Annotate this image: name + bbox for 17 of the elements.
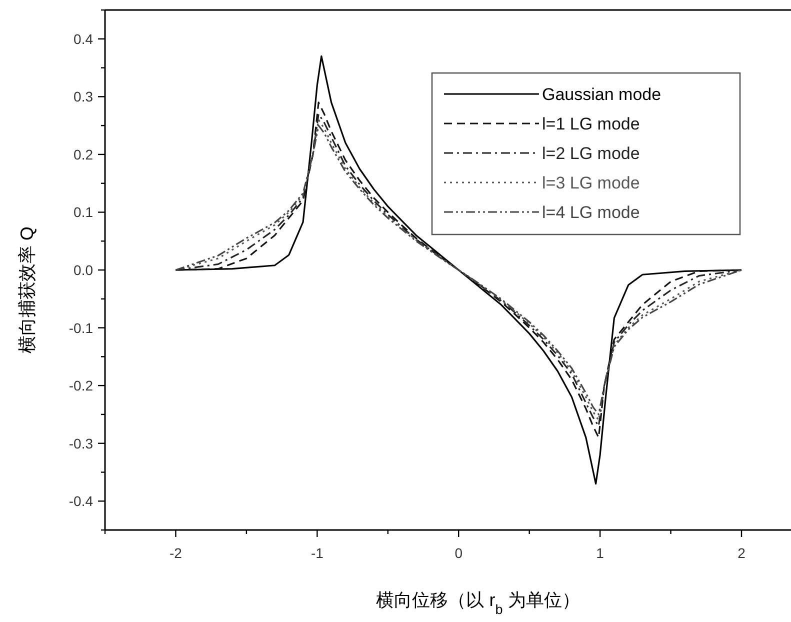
x-axis-title: 横向位移（以 r$_{b}$ 为单位） — [376, 590, 580, 616]
x-tick-label: 1 — [596, 545, 604, 561]
x-tick-label: -2 — [169, 545, 182, 561]
y-tick-label: 0.0 — [74, 262, 94, 278]
x-tick-label: 0 — [454, 545, 463, 561]
x-tick-label: 2 — [738, 545, 746, 561]
y-axis-title: 横向捕获效率 Q — [17, 226, 37, 354]
y-tick-label: 0.4 — [74, 30, 94, 47]
y-tick-label: -0.4 — [68, 493, 94, 510]
y-tick-label: -0.3 — [68, 435, 94, 452]
y-tick-label: 0.3 — [74, 88, 94, 105]
y-tick-label: 0.1 — [74, 204, 94, 220]
x-tick-label: -1 — [310, 545, 324, 561]
y-tick-label: -0.2 — [68, 378, 94, 394]
y-tick-label: -0.1 — [68, 320, 94, 336]
legend: Gaussian mode l=1 LG mode l=2 LG mode l=3 LG mode l=4 LG mode — [431, 72, 741, 236]
y-tick-label: 0.2 — [74, 146, 94, 162]
